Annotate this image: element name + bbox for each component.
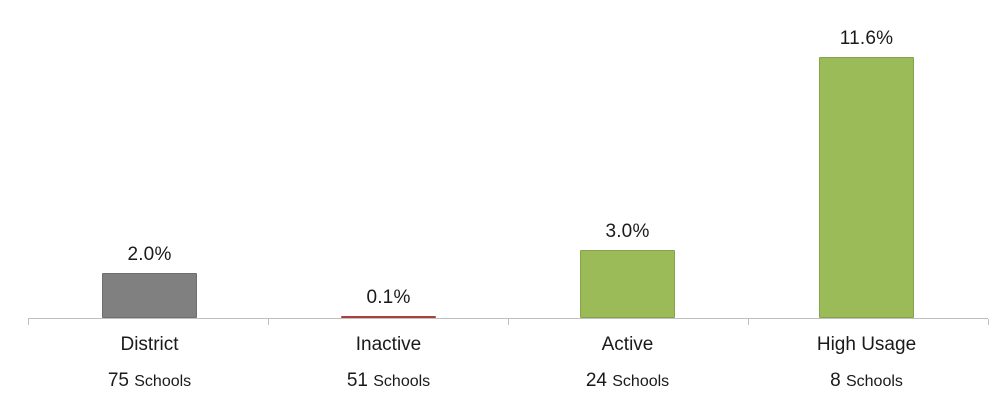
- count-label-inactive: 51 Schools: [347, 370, 430, 392]
- axis-tick: [508, 319, 509, 325]
- bar-group-inactive: 0.1%: [269, 0, 508, 318]
- label-group-district: District 75 Schools: [30, 334, 269, 392]
- category-label-high-usage: High Usage: [816, 334, 917, 355]
- category-label-active: Active: [601, 334, 654, 355]
- count-number: 24: [585, 370, 607, 391]
- category-label-inactive: Inactive: [355, 334, 422, 355]
- bar-district: [102, 273, 197, 318]
- bar-group-high-usage: 11.6%: [747, 0, 986, 318]
- count-unit: Schools: [373, 373, 431, 390]
- axis-tick: [988, 319, 989, 325]
- count-unit: Schools: [134, 373, 192, 390]
- label-group-high-usage: High Usage 8 Schools: [747, 334, 986, 392]
- value-label-active: 3.0%: [605, 221, 650, 242]
- label-group-inactive: Inactive 51 Schools: [269, 334, 508, 392]
- value-label-inactive: 0.1%: [366, 287, 411, 308]
- bar-group-district: 2.0%: [30, 0, 269, 318]
- axis-tick: [748, 319, 749, 325]
- count-number: 75: [107, 370, 129, 391]
- value-label-high-usage: 11.6%: [839, 28, 894, 49]
- bar-high-usage: [819, 57, 914, 318]
- bar-inactive: [341, 316, 436, 318]
- value-label-district: 2.0%: [127, 244, 172, 265]
- count-label-district: 75 Schools: [108, 370, 191, 392]
- axis-tick: [28, 319, 29, 325]
- count-unit: Schools: [845, 373, 903, 390]
- count-number: 8: [830, 370, 841, 391]
- bar-active: [580, 250, 675, 318]
- count-number: 51: [346, 370, 368, 391]
- count-label-active: 24 Schools: [586, 370, 669, 392]
- bar-group-active: 3.0%: [508, 0, 747, 318]
- count-unit: Schools: [612, 373, 670, 390]
- count-label-high-usage: 8 Schools: [830, 370, 903, 392]
- plot-area: 2.0% 0.1% 3.0% 11.6%: [30, 0, 986, 318]
- category-label-district: District: [120, 334, 179, 355]
- x-axis-labels: District 75 Schools Inactive 51 Schools …: [30, 334, 986, 392]
- axis-tick: [268, 319, 269, 325]
- x-axis-line: [28, 318, 989, 325]
- label-group-active: Active 24 Schools: [508, 334, 747, 392]
